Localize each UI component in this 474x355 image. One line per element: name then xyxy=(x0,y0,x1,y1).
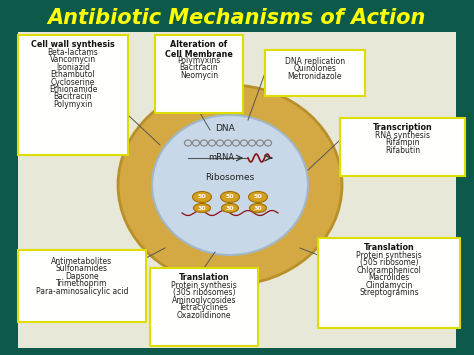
Text: Chloramphenicol: Chloramphenicol xyxy=(356,266,421,275)
Text: Streptogramins: Streptogramins xyxy=(359,288,419,297)
Ellipse shape xyxy=(220,191,239,202)
Text: Antibiotic Mechanisms of Action: Antibiotic Mechanisms of Action xyxy=(48,8,426,28)
Text: Antimetabolites: Antimetabolites xyxy=(52,257,112,266)
Ellipse shape xyxy=(248,191,267,202)
Text: Translation: Translation xyxy=(179,273,229,282)
Text: Ribosomes: Ribosomes xyxy=(205,173,255,181)
Text: Metronidazole: Metronidazole xyxy=(288,72,342,81)
Text: Protein synthesis: Protein synthesis xyxy=(356,251,422,260)
Text: Bacitracin: Bacitracin xyxy=(54,92,92,102)
Text: Aminoglycosides: Aminoglycosides xyxy=(172,296,236,305)
Text: 50: 50 xyxy=(198,195,206,200)
Text: Isoniazid: Isoniazid xyxy=(56,63,90,72)
Ellipse shape xyxy=(118,85,342,285)
Text: Ethionamide: Ethionamide xyxy=(49,85,97,94)
Text: Oxazolidinone: Oxazolidinone xyxy=(177,311,231,320)
Text: 50: 50 xyxy=(226,195,234,200)
Text: Trimethoprim: Trimethoprim xyxy=(56,279,108,288)
Text: Cell wall synthesis: Cell wall synthesis xyxy=(31,40,115,49)
Text: Bacitracin: Bacitracin xyxy=(180,63,219,72)
Text: Macrolides: Macrolides xyxy=(368,273,410,282)
Text: Quinolones: Quinolones xyxy=(293,64,337,73)
Text: Alteration of
Cell Membrane: Alteration of Cell Membrane xyxy=(165,40,233,59)
Text: Rifampin: Rifampin xyxy=(385,138,420,147)
FancyBboxPatch shape xyxy=(18,250,146,322)
Text: 30: 30 xyxy=(198,206,206,211)
FancyBboxPatch shape xyxy=(340,118,465,176)
Text: Polymyxin: Polymyxin xyxy=(54,100,92,109)
Text: Para-aminosalicylic acid: Para-aminosalicylic acid xyxy=(36,287,128,296)
Text: (30S ribosomes): (30S ribosomes) xyxy=(173,288,235,297)
Text: Clindamycin: Clindamycin xyxy=(365,280,413,290)
Ellipse shape xyxy=(152,115,308,255)
Text: mRNA: mRNA xyxy=(208,153,234,162)
Text: Tetracyclines: Tetracyclines xyxy=(179,303,229,312)
Text: Beta-lactams: Beta-lactams xyxy=(47,48,99,57)
FancyBboxPatch shape xyxy=(150,268,258,346)
Text: Sulfonamides: Sulfonamides xyxy=(56,264,108,273)
FancyBboxPatch shape xyxy=(18,32,456,348)
FancyBboxPatch shape xyxy=(18,35,128,155)
FancyBboxPatch shape xyxy=(265,50,365,96)
FancyBboxPatch shape xyxy=(318,238,460,328)
Text: 50: 50 xyxy=(254,195,262,200)
Ellipse shape xyxy=(192,191,211,202)
Text: DNA: DNA xyxy=(215,124,235,133)
Text: Translation: Translation xyxy=(364,243,414,252)
Text: DNA replication: DNA replication xyxy=(285,57,345,66)
Text: (50S ribosome): (50S ribosome) xyxy=(360,258,418,267)
Text: 30: 30 xyxy=(254,206,262,211)
Text: Dapsone: Dapsone xyxy=(65,272,99,281)
Ellipse shape xyxy=(249,203,266,213)
Text: Protein synthesis: Protein synthesis xyxy=(171,281,237,290)
Text: Polymyxins: Polymyxins xyxy=(177,56,220,65)
Text: Neomycin: Neomycin xyxy=(180,71,218,80)
Text: Transcription: Transcription xyxy=(373,123,432,132)
Ellipse shape xyxy=(221,203,238,213)
Ellipse shape xyxy=(193,203,210,213)
Text: Cycloserine: Cycloserine xyxy=(51,77,95,87)
FancyBboxPatch shape xyxy=(155,35,243,113)
Text: Rifabutin: Rifabutin xyxy=(385,146,420,155)
Text: Ethambutol: Ethambutol xyxy=(51,70,95,79)
Text: RNA synthesis: RNA synthesis xyxy=(375,131,430,140)
Text: Vancomycin: Vancomycin xyxy=(50,55,96,64)
Text: 30: 30 xyxy=(226,206,234,211)
